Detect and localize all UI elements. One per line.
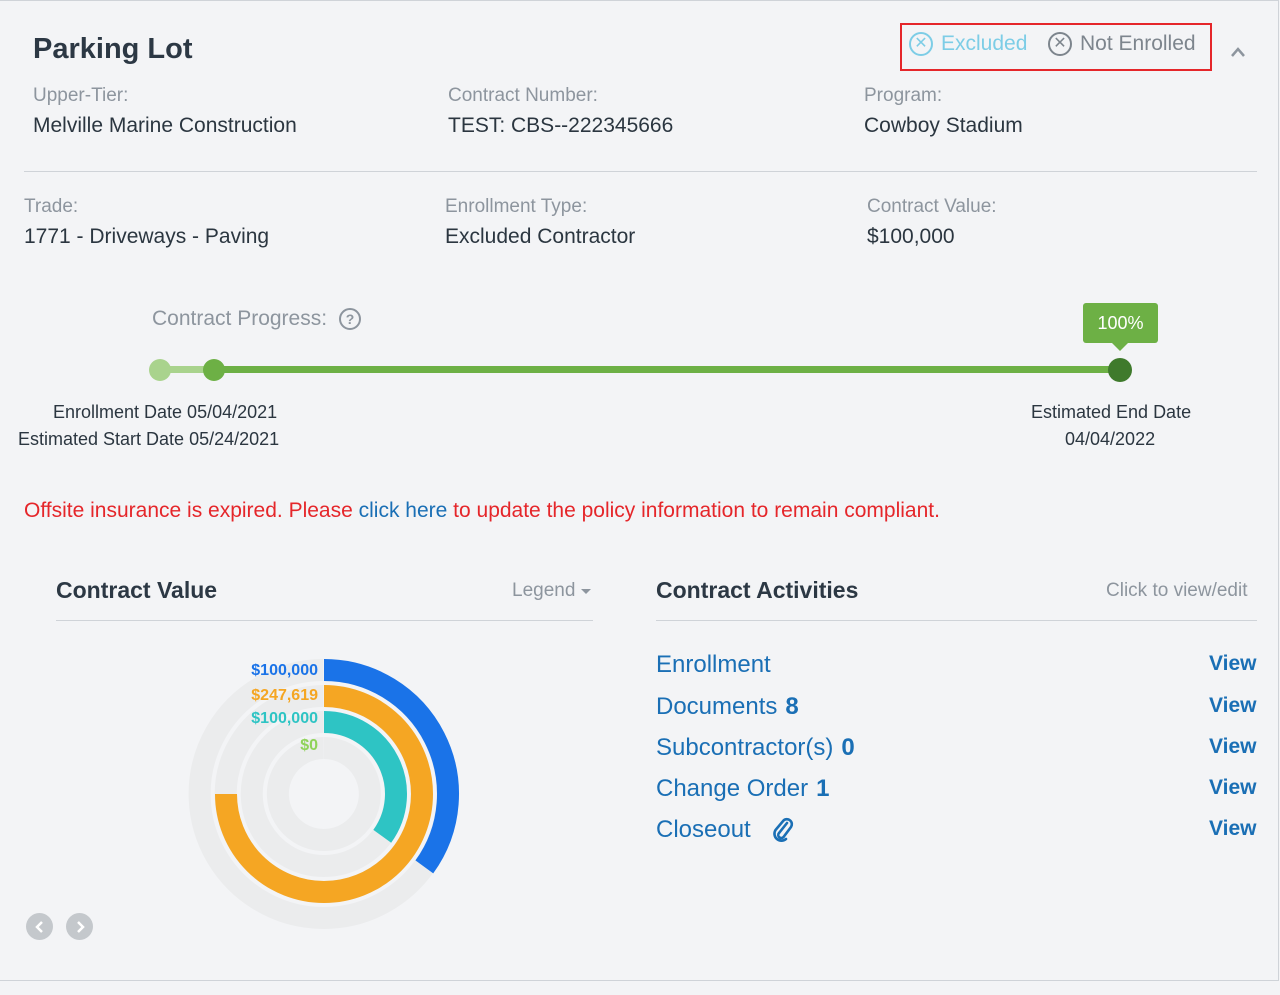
- contract-number-value: TEST: CBS--222345666: [448, 114, 674, 137]
- activity-change-order[interactable]: Change Order 1: [656, 775, 829, 803]
- estimated-start-date: Estimated Start Date 05/24/2021: [18, 429, 280, 449]
- status-badges-highlight: [900, 23, 1212, 71]
- ring-label: $100,000: [251, 710, 318, 727]
- end-date-marker: [1108, 358, 1132, 382]
- contract-value-label: Contract Value:: [867, 196, 997, 217]
- activity-closeout[interactable]: Closeout: [656, 816, 795, 844]
- chevron-up-icon[interactable]: [1230, 44, 1246, 60]
- progress-bar: [214, 366, 1120, 373]
- program-value: Cowboy Stadium: [864, 114, 1023, 137]
- click-to-view-hint: Click to view/edit: [1106, 580, 1248, 601]
- program-label: Program:: [864, 85, 943, 106]
- legend-dropdown[interactable]: Legend: [512, 580, 592, 602]
- enrollment-type-label: Enrollment Type:: [445, 196, 588, 217]
- upper-tier-value: Melville Marine Construction: [33, 114, 297, 137]
- activity-label: Subcontractor(s): [656, 734, 834, 761]
- caret-down-icon: [581, 588, 592, 594]
- status-badge-label: Excluded: [941, 32, 1028, 55]
- upper-tier-label: Upper-Tier:: [33, 85, 129, 106]
- activity-label: Change Order: [656, 775, 809, 802]
- view-enrollment-button[interactable]: View: [1209, 652, 1257, 675]
- estimated-end-date: 04/04/2022: [1065, 429, 1156, 449]
- view-change-order-button[interactable]: View: [1209, 776, 1257, 799]
- activity-subcontractors[interactable]: Subcontractor(s) 0: [656, 734, 855, 762]
- contract-value-value: $100,000: [867, 225, 955, 248]
- ring-value-arc: [323, 711, 407, 843]
- activity-count: 8: [785, 693, 799, 720]
- help-icon[interactable]: ?: [339, 308, 362, 330]
- page-title: Parking Lot: [33, 33, 193, 65]
- activity-count: 0: [841, 734, 855, 761]
- activity-enrollment[interactable]: Enrollment: [656, 651, 771, 679]
- divider: [656, 620, 1257, 621]
- status-badge-excluded: ✕ Excluded: [909, 32, 1027, 56]
- activity-label: Closeout: [656, 816, 751, 843]
- ring-label: $0: [300, 737, 318, 754]
- enrollment-date-marker: [149, 359, 171, 381]
- next-button[interactable]: [66, 913, 93, 940]
- enrollment-date: Enrollment Date 05/04/2021: [53, 402, 278, 422]
- contract-activities-title: Contract Activities: [656, 577, 859, 603]
- ring-label: $247,619: [251, 687, 318, 704]
- trade-value: 1771 - Driveways - Paving: [24, 225, 270, 248]
- ring-value-arc: [323, 659, 459, 874]
- progress-percent-tooltip: 100%: [1083, 303, 1158, 351]
- ring-value-arc: [215, 685, 433, 903]
- progress-track-start: [160, 366, 214, 373]
- view-documents-button[interactable]: View: [1209, 694, 1257, 717]
- view-subcontractors-button[interactable]: View: [1209, 735, 1257, 758]
- activity-documents[interactable]: Documents 8: [656, 693, 799, 721]
- activity-label: Enrollment: [656, 651, 771, 678]
- update-policy-link[interactable]: click here: [358, 499, 448, 522]
- trade-label: Trade:: [24, 196, 79, 217]
- contract-number-label: Contract Number:: [448, 85, 598, 106]
- legend-label: Legend: [512, 580, 576, 601]
- status-badge-label: Not Enrolled: [1080, 32, 1196, 55]
- x-circle-icon: ✕: [909, 32, 933, 56]
- ring-label: $100,000: [251, 662, 318, 679]
- divider: [56, 620, 593, 621]
- contract-value-title: Contract Value: [56, 577, 218, 603]
- alert-text-after: to update the policy information to rema…: [447, 499, 940, 522]
- previous-button[interactable]: [26, 913, 53, 940]
- estimated-end-date-label: Estimated End Date: [1031, 402, 1192, 422]
- contract-progress-text: Contract Progress:: [152, 307, 328, 330]
- status-badge-not-enrolled: ✕ Not Enrolled: [1048, 32, 1196, 56]
- ring-track: [266, 737, 381, 851]
- x-circle-icon: ✕: [1048, 32, 1072, 56]
- chevron-left-icon: [34, 920, 43, 933]
- contract-progress-label: Contract Progress: ?: [152, 307, 362, 331]
- contract-value-chart: [188, 659, 459, 929]
- activity-label: Documents: [656, 693, 778, 720]
- activity-count: 1: [816, 775, 830, 802]
- alert-text-before: Offsite insurance is expired. Please: [24, 499, 359, 522]
- insurance-alert: Offsite insurance is expired. Please cli…: [24, 499, 940, 523]
- enrollment-type-value: Excluded Contractor: [445, 225, 636, 248]
- divider: [24, 171, 1257, 172]
- paperclip-icon[interactable]: [771, 817, 795, 843]
- view-closeout-button[interactable]: View: [1209, 817, 1257, 840]
- chevron-right-icon: [76, 920, 85, 933]
- start-date-marker: [203, 359, 225, 381]
